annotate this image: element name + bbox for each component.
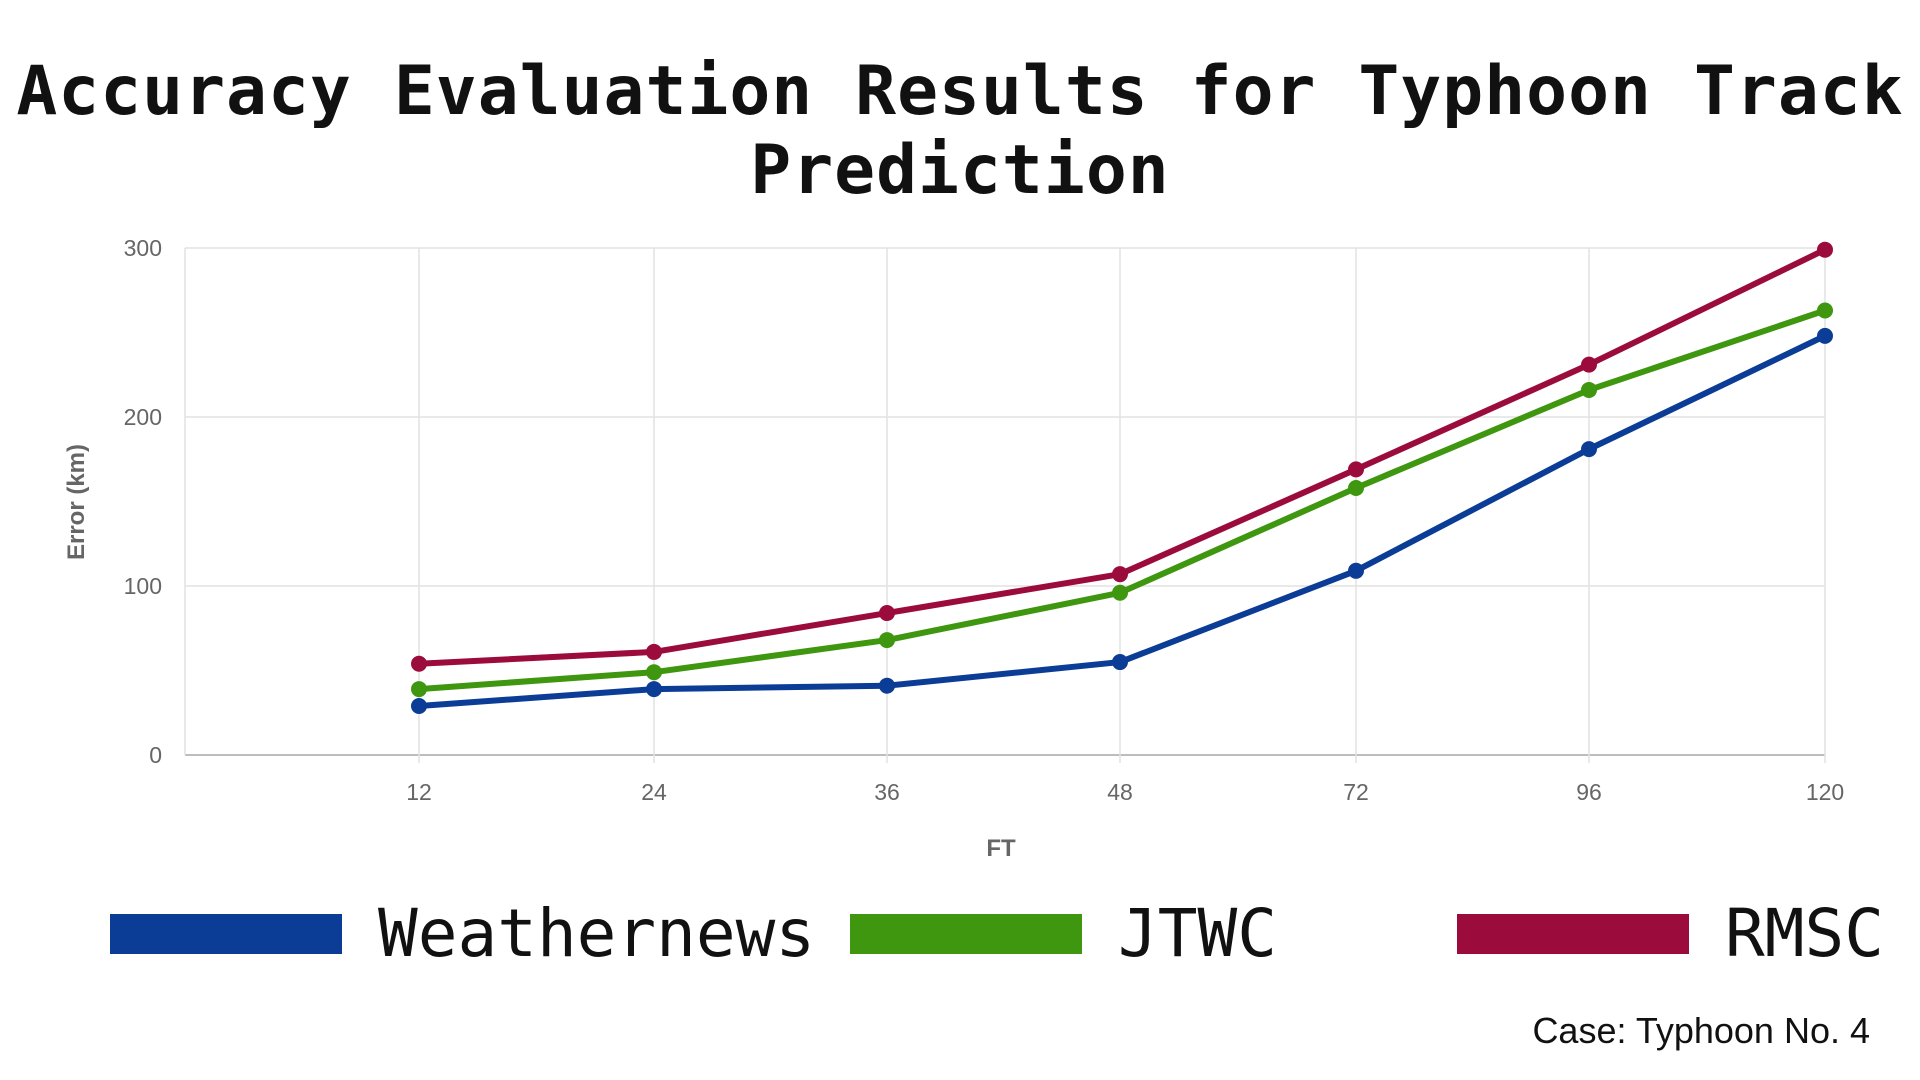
data-point-jtwc-12 xyxy=(411,681,427,698)
grid-lines xyxy=(184,247,1826,763)
data-point-rmsc-24 xyxy=(646,643,662,660)
data-point-weathernews-36 xyxy=(879,677,895,694)
series-rmsc xyxy=(411,241,1833,672)
x-tick-label-120: 120 xyxy=(1806,779,1844,805)
data-point-weathernews-96 xyxy=(1581,441,1597,458)
x-tick-label-48: 48 xyxy=(1107,779,1133,805)
y-axis-title: Error (km) xyxy=(63,444,90,560)
data-point-jtwc-48 xyxy=(1112,584,1128,601)
x-tick-label-36: 36 xyxy=(874,779,900,805)
data-point-weathernews-12 xyxy=(411,697,427,714)
data-point-jtwc-36 xyxy=(879,632,895,649)
data-point-jtwc-96 xyxy=(1581,381,1597,398)
data-point-weathernews-120 xyxy=(1817,327,1833,344)
y-tick-labels: 0 100 200 300 xyxy=(124,235,162,768)
x-tick-label-12: 12 xyxy=(406,779,432,805)
legend-item-jtwc[interactable]: JTWC xyxy=(850,895,1277,972)
y-tick-label-0: 0 xyxy=(149,742,162,768)
x-tick-label-72: 72 xyxy=(1343,779,1369,805)
y-tick-label-200: 200 xyxy=(124,404,162,430)
series-weathernews xyxy=(411,327,1833,714)
x-tick-label-96: 96 xyxy=(1576,779,1602,805)
legend-label-rmsc: RMSC xyxy=(1725,895,1884,972)
data-point-jtwc-24 xyxy=(646,664,662,681)
legend-swatch-rmsc xyxy=(1457,913,1689,954)
series-jtwc xyxy=(411,302,1833,698)
legend-item-rmsc[interactable]: RMSC xyxy=(1457,895,1884,972)
x-tick-labels: 12 24 36 48 72 96 120 xyxy=(406,779,1844,805)
legend-swatch-weathernews xyxy=(110,913,342,954)
legend-item-weathernews[interactable]: Weathernews xyxy=(110,895,815,972)
x-axis-title: FT xyxy=(986,835,1016,862)
data-point-jtwc-120 xyxy=(1817,302,1833,319)
data-point-rmsc-96 xyxy=(1581,356,1597,373)
data-point-weathernews-24 xyxy=(646,681,662,698)
x-tick-label-24: 24 xyxy=(641,779,667,805)
series-lines xyxy=(411,241,1833,714)
legend-label-weathernews: Weathernews xyxy=(378,895,816,972)
data-point-rmsc-72 xyxy=(1348,461,1364,478)
y-tick-label-100: 100 xyxy=(124,573,162,599)
legend-label-jtwc: JTWC xyxy=(1118,895,1277,972)
data-point-rmsc-36 xyxy=(879,605,895,622)
chart-title: Accuracy Evaluation Results for Typhoon … xyxy=(16,52,1904,210)
data-point-rmsc-120 xyxy=(1817,241,1833,258)
series-line-rmsc xyxy=(416,246,1828,667)
data-point-jtwc-72 xyxy=(1348,479,1364,496)
legend-swatch-jtwc xyxy=(850,913,1082,954)
case-label: Case: Typhoon No. 4 xyxy=(1532,1010,1870,1051)
data-point-rmsc-12 xyxy=(411,655,427,672)
y-tick-label-300: 300 xyxy=(124,235,162,261)
data-point-rmsc-48 xyxy=(1112,566,1128,583)
data-point-weathernews-72 xyxy=(1348,562,1364,579)
data-point-weathernews-48 xyxy=(1112,654,1128,671)
series-line-jtwc xyxy=(416,307,1828,693)
